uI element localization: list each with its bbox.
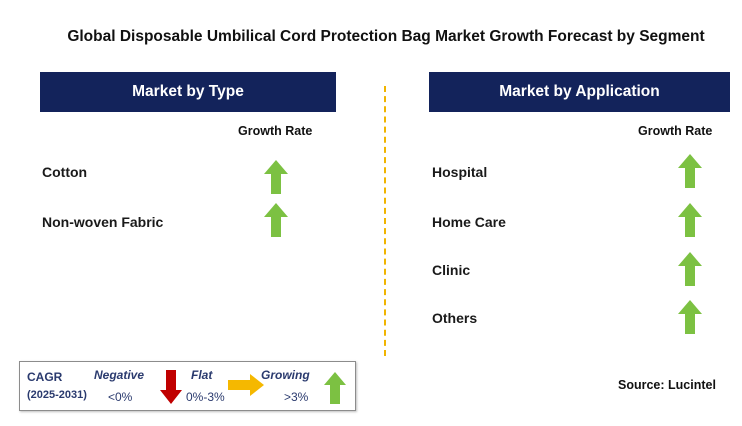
legend-flat-label: Flat xyxy=(191,368,213,382)
type-growth-rate-header: Growth Rate xyxy=(238,124,313,138)
legend-negative-range: <0% xyxy=(108,390,133,404)
up-arrow-icon xyxy=(324,372,346,404)
up-arrow-icon xyxy=(678,300,702,334)
up-arrow-icon xyxy=(678,203,702,237)
type-row-cotton: Cotton xyxy=(42,164,88,180)
application-growth-rate-header: Growth Rate xyxy=(638,124,713,138)
legend-period: (2025-2031) xyxy=(27,389,87,401)
legend-negative-label: Negative xyxy=(94,368,145,382)
type-panel-header: Market by Type xyxy=(40,72,336,112)
legend-growing-range: >3% xyxy=(284,390,309,404)
application-row-clinic: Clinic xyxy=(432,262,471,278)
legend-growing-label: Growing xyxy=(261,368,310,382)
legend-flat-range: 0%-3% xyxy=(186,390,225,404)
cagr-legend: CAGR (2025-2031) Negative <0% Flat 0%-3%… xyxy=(19,361,356,411)
right-arrow-icon xyxy=(228,374,264,396)
legend-cagr-label: CAGR xyxy=(27,370,63,384)
up-arrow-icon xyxy=(678,252,702,286)
panel-divider xyxy=(384,86,386,356)
up-arrow-icon xyxy=(264,160,288,194)
application-row-others: Others xyxy=(432,310,478,326)
application-row-hospital: Hospital xyxy=(432,164,488,180)
chart-title: Global Disposable Umbilical Cord Protect… xyxy=(67,28,705,45)
down-arrow-icon xyxy=(160,370,182,404)
up-arrow-icon xyxy=(678,154,702,188)
application-row-home-care: Home Care xyxy=(432,214,506,230)
up-arrow-icon xyxy=(264,203,288,237)
type-row-non-woven-fabric: Non-woven Fabric xyxy=(42,214,164,230)
application-panel-header: Market by Application xyxy=(429,72,730,112)
source-credit: Source: Lucintel xyxy=(618,378,716,392)
